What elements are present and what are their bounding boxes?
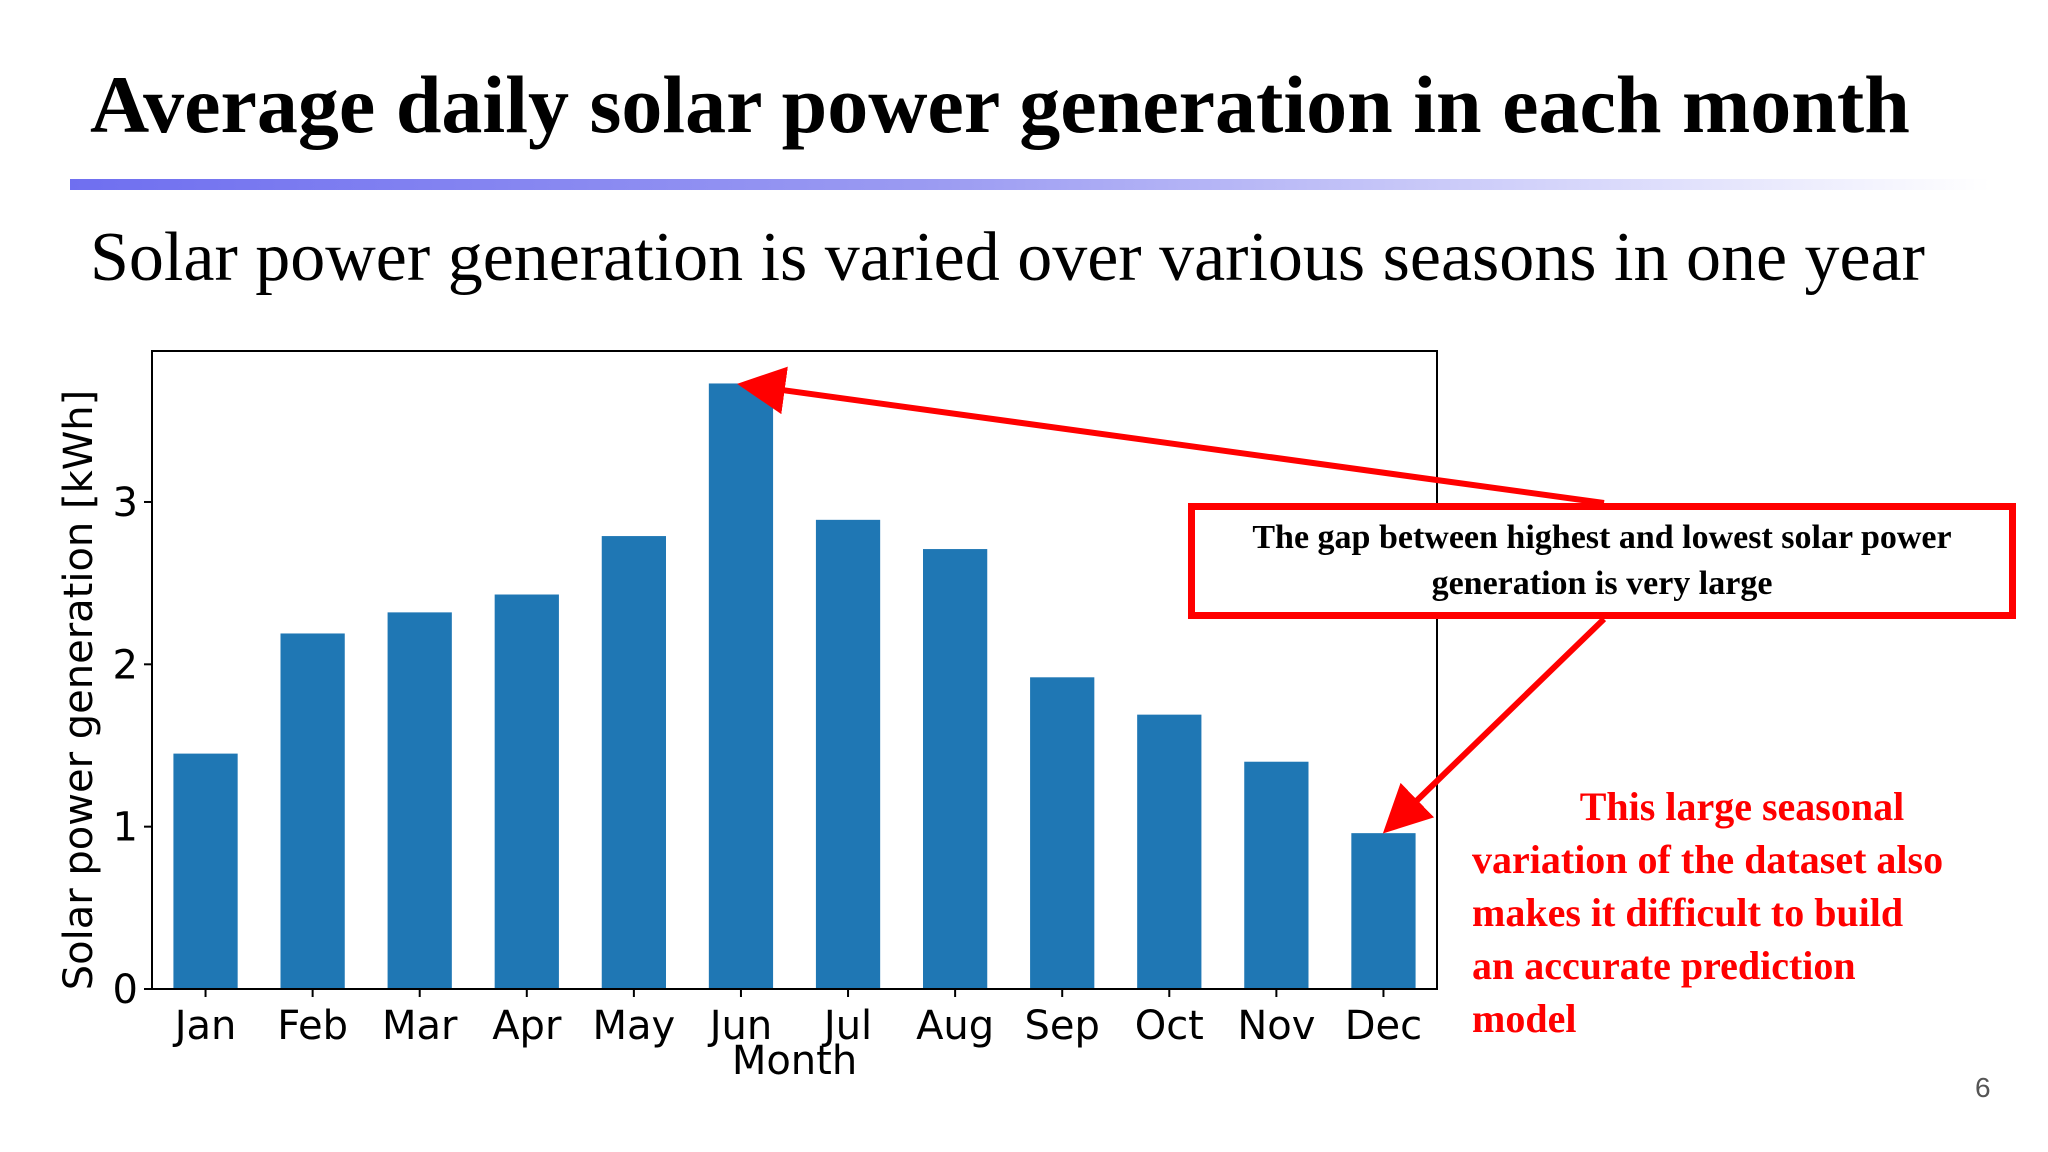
- note-line: variation of the dataset also: [1472, 837, 1944, 882]
- y-tick-label: 0: [113, 967, 138, 1013]
- bar-jun: [708, 383, 774, 989]
- x-tick-label: Jan: [172, 1003, 237, 1049]
- x-axis-label: Month: [732, 1038, 857, 1084]
- slide-title: Average daily solar power generation in …: [90, 59, 1910, 150]
- y-tick-label: 3: [113, 480, 138, 526]
- bar-may: [601, 536, 666, 989]
- arrow-to-highest: [737, 366, 1605, 506]
- x-tick-label: Dec: [1345, 1003, 1422, 1049]
- note-line: This large seasonal: [1579, 784, 1905, 829]
- x-tick-label: Mar: [382, 1003, 458, 1049]
- note-line: an accurate prediction: [1472, 943, 1856, 988]
- bar-aug: [923, 549, 988, 989]
- title-divider: [70, 179, 1990, 190]
- callout-text: The gap between highest and lowest solar…: [1252, 519, 1952, 602]
- bar-jul: [815, 519, 881, 989]
- x-tick-label: Aug: [916, 1003, 994, 1049]
- slide-subtitle: Solar power generation is varied over va…: [90, 219, 1925, 296]
- note-line: makes it difficult to build: [1472, 890, 1904, 935]
- page-number: 6: [1975, 1072, 1991, 1103]
- bar-apr: [494, 594, 559, 989]
- y-axis-label: Solar power generation [kWh]: [56, 390, 102, 991]
- y-tick-label: 1: [113, 805, 138, 851]
- x-tick-label: May: [593, 1003, 676, 1049]
- x-tick-label: Sep: [1025, 1003, 1100, 1049]
- x-tick-label: Jun: [707, 1003, 773, 1049]
- bar-nov: [1244, 761, 1309, 989]
- bar-jan: [173, 753, 238, 989]
- x-tick-label: Oct: [1135, 1003, 1204, 1049]
- bar-mar: [387, 612, 452, 989]
- arrow-to-lowest: [1382, 616, 1607, 834]
- bar-feb: [280, 633, 345, 989]
- note-line: model: [1472, 996, 1577, 1041]
- x-tick-label: Nov: [1237, 1003, 1315, 1049]
- bar-sep: [1030, 677, 1095, 989]
- bar-oct: [1137, 714, 1202, 989]
- x-tick-label: Apr: [492, 1003, 562, 1049]
- bar-dec: [1351, 833, 1416, 989]
- seasonal-variation-note: This large seasonal variation of the dat…: [1472, 780, 2012, 1045]
- x-tick-label: Feb: [277, 1003, 348, 1049]
- callout-box: The gap between highest and lowest solar…: [1188, 503, 2016, 619]
- plot-frame: [151, 350, 1438, 990]
- x-tick-label: Jul: [821, 1003, 872, 1049]
- y-tick-label: 2: [113, 642, 138, 688]
